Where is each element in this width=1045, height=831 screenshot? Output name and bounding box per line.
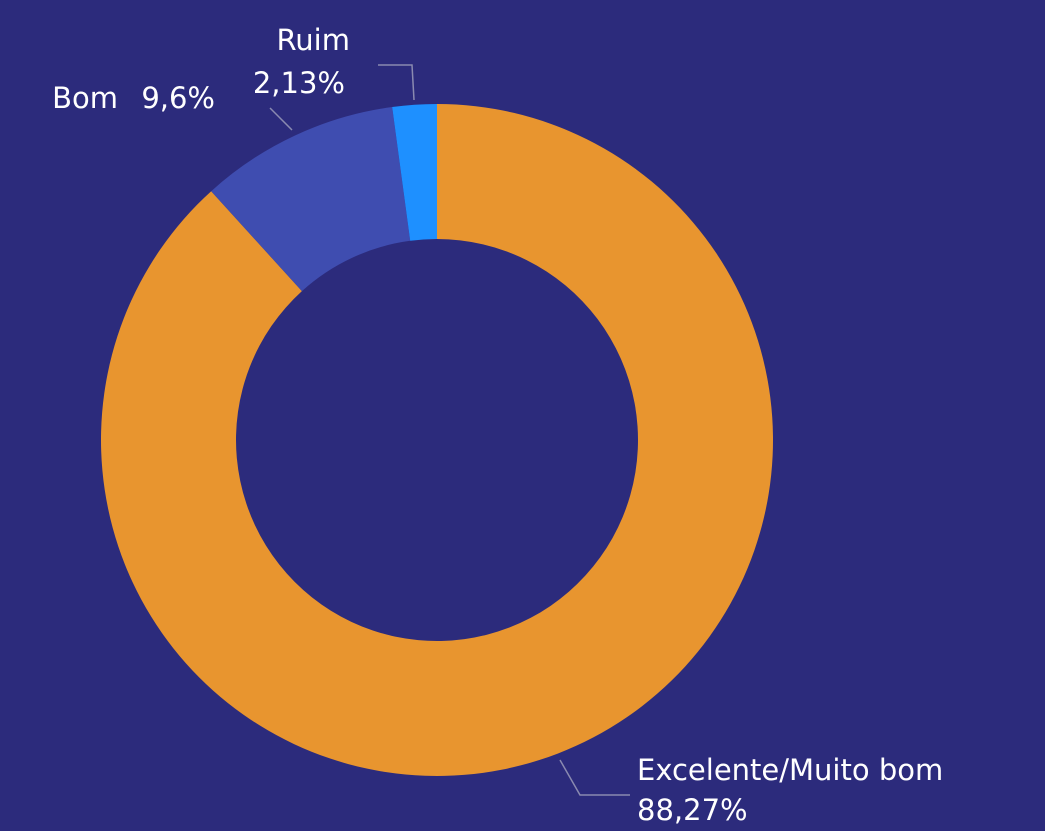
value-label: 88,27% bbox=[637, 793, 748, 827]
leader-line bbox=[378, 64, 415, 101]
leader-line bbox=[559, 759, 630, 796]
category-label: Bom bbox=[52, 81, 118, 115]
donut-slice bbox=[392, 104, 437, 241]
leader-line bbox=[269, 107, 293, 131]
value-label: 9,6% bbox=[141, 81, 215, 115]
value-label: 2,13% bbox=[253, 66, 345, 100]
category-label: Excelente/Muito bom bbox=[637, 753, 943, 787]
donut-slice bbox=[101, 104, 774, 776]
category-label: Ruim bbox=[276, 23, 350, 57]
donut-slice bbox=[211, 107, 411, 292]
